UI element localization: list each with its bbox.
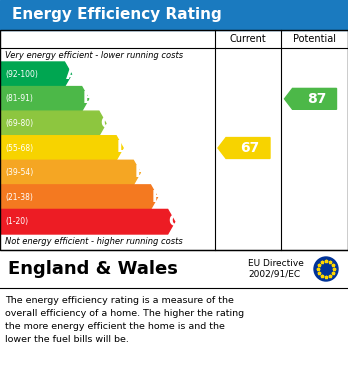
Text: (1-20): (1-20) (5, 217, 28, 226)
Text: B: B (83, 91, 94, 106)
Polygon shape (0, 185, 158, 210)
Text: 87: 87 (307, 92, 326, 106)
Polygon shape (0, 111, 106, 136)
Text: F: F (151, 190, 162, 204)
Text: 2002/91/EC: 2002/91/EC (248, 269, 300, 278)
Text: (39-54): (39-54) (5, 168, 33, 177)
Text: C: C (100, 116, 111, 131)
Polygon shape (218, 138, 270, 158)
Bar (0, 0, 348, 30)
Polygon shape (0, 86, 89, 111)
Text: (92-100): (92-100) (5, 70, 38, 79)
Text: 67: 67 (240, 141, 260, 155)
Polygon shape (0, 136, 123, 160)
Circle shape (314, 257, 338, 281)
Bar (0, 250, 348, 288)
Text: (81-91): (81-91) (5, 94, 33, 103)
Text: lower the fuel bills will be.: lower the fuel bills will be. (5, 335, 129, 344)
Text: overall efficiency of a home. The higher the rating: overall efficiency of a home. The higher… (5, 309, 244, 318)
Text: (69-80): (69-80) (5, 119, 33, 128)
Bar (0, 30, 348, 250)
Polygon shape (285, 88, 337, 109)
Text: England & Wales: England & Wales (8, 260, 178, 278)
Text: Current: Current (230, 34, 266, 44)
Text: A: A (65, 67, 77, 82)
Text: the more energy efficient the home is and the: the more energy efficient the home is an… (5, 322, 225, 331)
Text: Not energy efficient - higher running costs: Not energy efficient - higher running co… (5, 237, 183, 246)
Polygon shape (0, 160, 140, 185)
Text: (21-38): (21-38) (5, 193, 33, 202)
Text: (55-68): (55-68) (5, 143, 33, 152)
Text: D: D (117, 140, 130, 156)
Text: E: E (134, 165, 145, 180)
Polygon shape (0, 210, 175, 234)
Text: The energy efficiency rating is a measure of the: The energy efficiency rating is a measur… (5, 296, 234, 305)
Polygon shape (0, 62, 71, 86)
Text: Very energy efficient - lower running costs: Very energy efficient - lower running co… (5, 50, 183, 59)
Text: Potential: Potential (293, 34, 336, 44)
Text: EU Directive: EU Directive (248, 260, 304, 269)
Text: G: G (169, 214, 181, 229)
Text: Energy Efficiency Rating: Energy Efficiency Rating (12, 7, 222, 23)
